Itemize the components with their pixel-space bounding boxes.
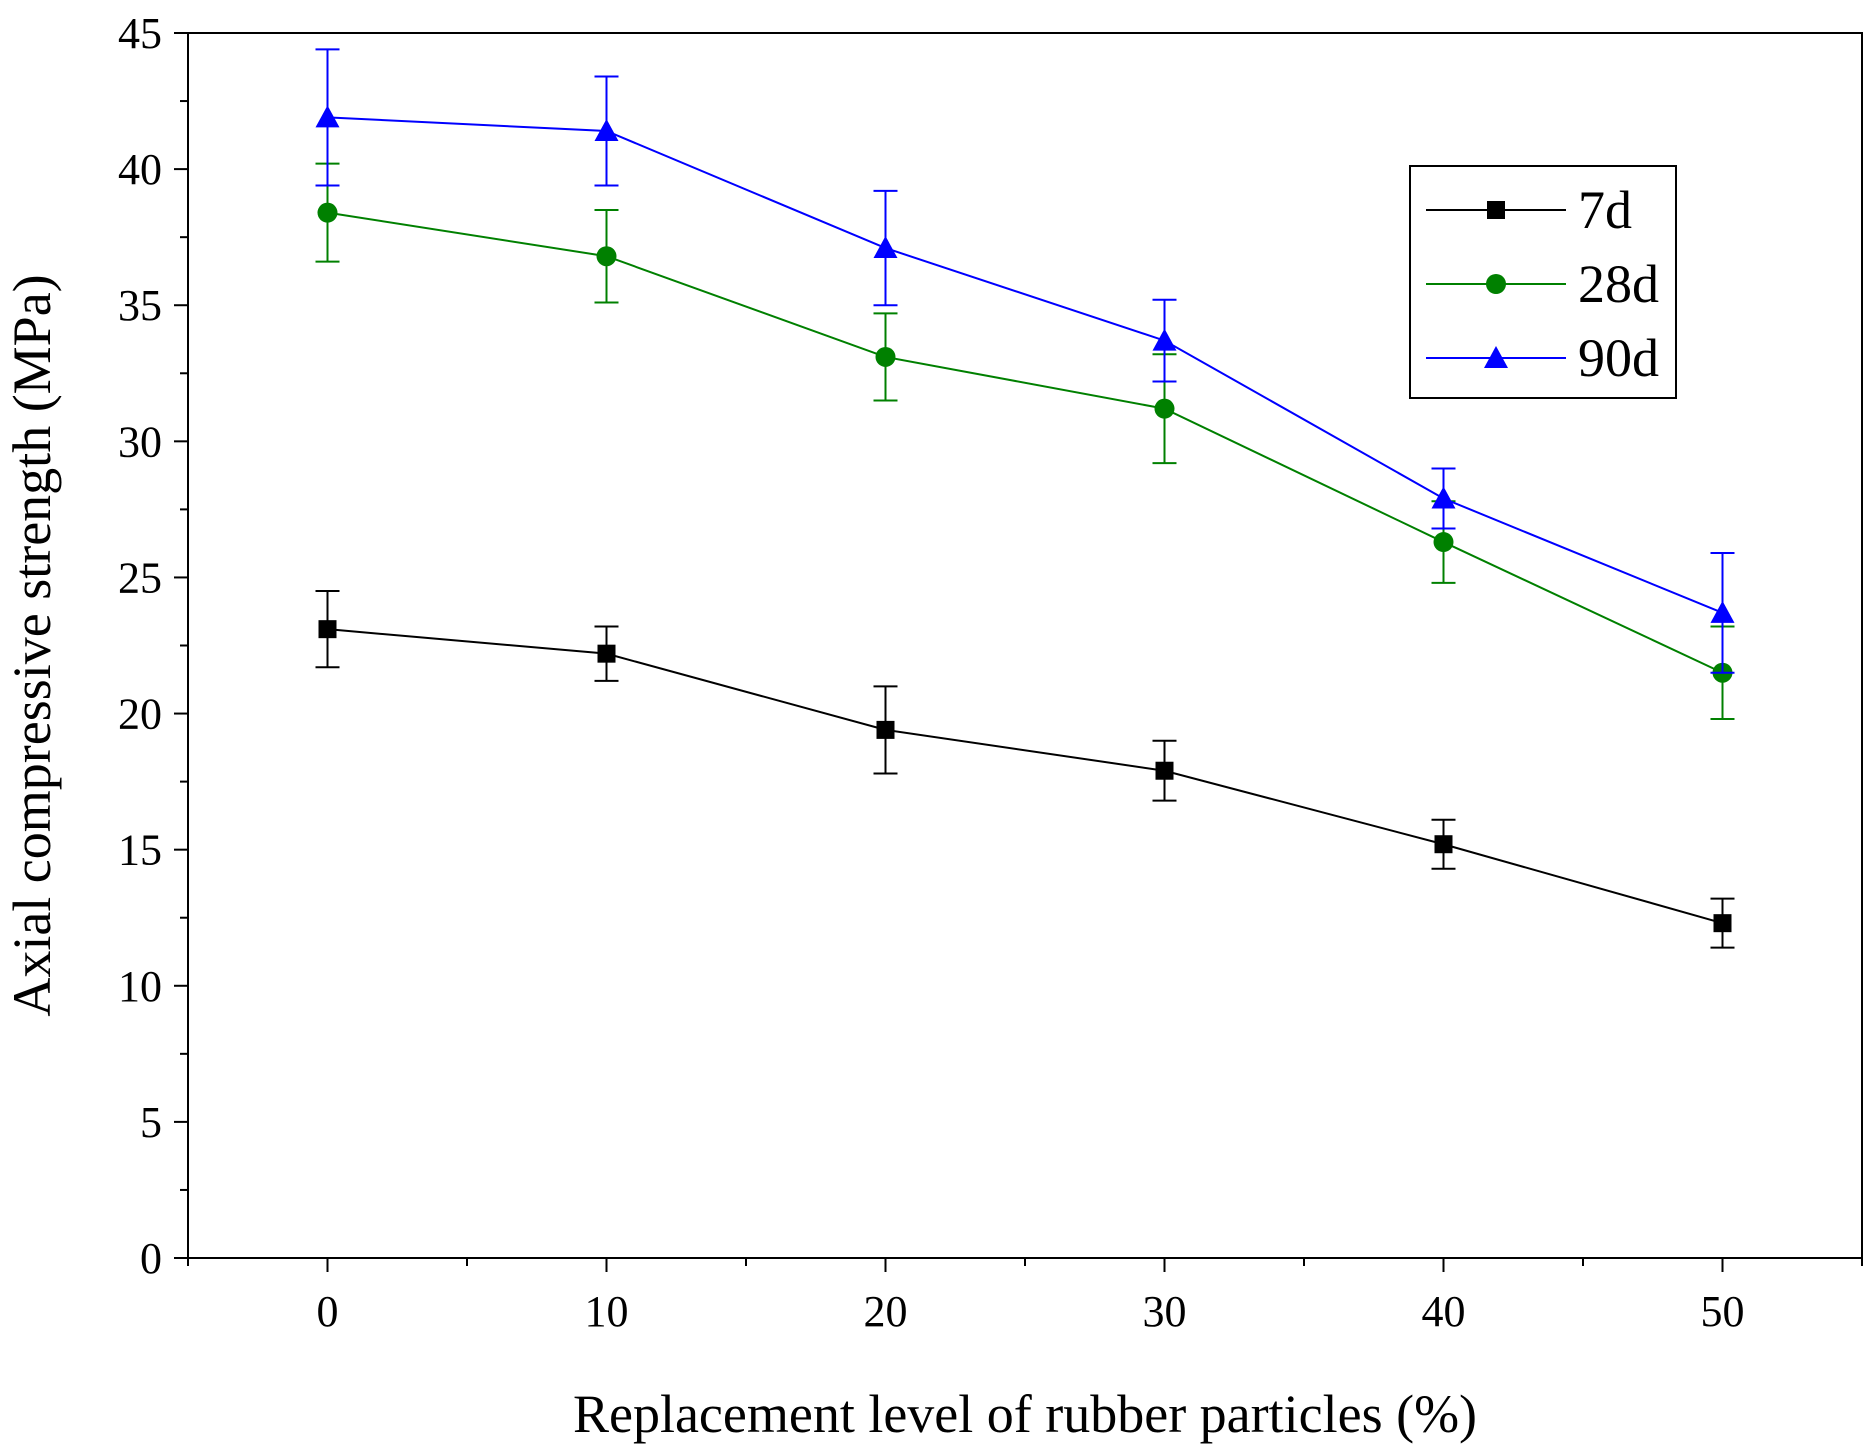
y-tick-label: 25 (118, 553, 162, 602)
data-point (1154, 398, 1175, 419)
y-tick-label: 15 (118, 826, 162, 875)
legend-marker (1487, 201, 1505, 219)
series-line (327, 628, 1723, 925)
x-tick-label: 30 (1143, 1287, 1187, 1336)
series-7d (315, 590, 1735, 949)
y-axis: 0 5 10 15 20 25 30 35 40 45 (118, 9, 188, 1283)
legend-box (1409, 165, 1677, 399)
legend-marker (1486, 274, 1506, 294)
y-tick-label: 35 (118, 281, 162, 330)
legend-label: 28d (1578, 254, 1659, 314)
data-point (597, 644, 616, 663)
x-tick-label: 40 (1422, 1287, 1466, 1336)
y-tick-label: 0 (140, 1234, 162, 1283)
data-point (1713, 914, 1732, 933)
series-line (327, 116, 1723, 614)
legend-label: 90d (1578, 328, 1659, 388)
y-tick-label: 30 (118, 417, 162, 466)
y-tick-label: 20 (118, 690, 162, 739)
x-tick-label: 50 (1701, 1287, 1745, 1336)
data-point (873, 236, 898, 259)
data-point (1434, 835, 1453, 854)
data-point (1433, 532, 1454, 553)
y-axis-title: Axial compressive strength (MPa) (2, 274, 62, 1016)
data-point (875, 346, 896, 367)
data-point (315, 105, 340, 128)
y-tick-label: 10 (118, 962, 162, 1011)
y-tick-label: 45 (118, 9, 162, 58)
x-tick-label: 0 (317, 1287, 339, 1336)
legend: 7d 28d 90d (1409, 165, 1677, 399)
x-tick-label: 10 (585, 1287, 629, 1336)
y-tick-label: 5 (140, 1098, 162, 1147)
legend-item-28d: 28d (1426, 254, 1659, 314)
y-tick-label: 40 (118, 145, 162, 194)
x-axis-title: Replacement level of rubber particles (%… (573, 1384, 1477, 1444)
legend-item-90d: 90d (1426, 328, 1659, 388)
data-point (596, 246, 617, 267)
series-90d (315, 48, 1735, 674)
data-point (1710, 600, 1735, 623)
data-point (317, 202, 338, 223)
data-point (1152, 328, 1177, 351)
data-point (594, 119, 619, 141)
series-line (327, 211, 1723, 674)
series-layer (315, 48, 1735, 949)
data-point (318, 620, 337, 639)
legend-label: 7d (1578, 180, 1632, 240)
legend-item-7d: 7d (1426, 180, 1632, 240)
legend-marker (1484, 346, 1508, 368)
x-tick-label: 20 (864, 1287, 908, 1336)
data-point (1155, 761, 1174, 780)
data-point (1431, 486, 1456, 509)
x-axis: 0 10 20 30 40 50 (187, 1258, 1863, 1336)
data-point (876, 720, 895, 739)
